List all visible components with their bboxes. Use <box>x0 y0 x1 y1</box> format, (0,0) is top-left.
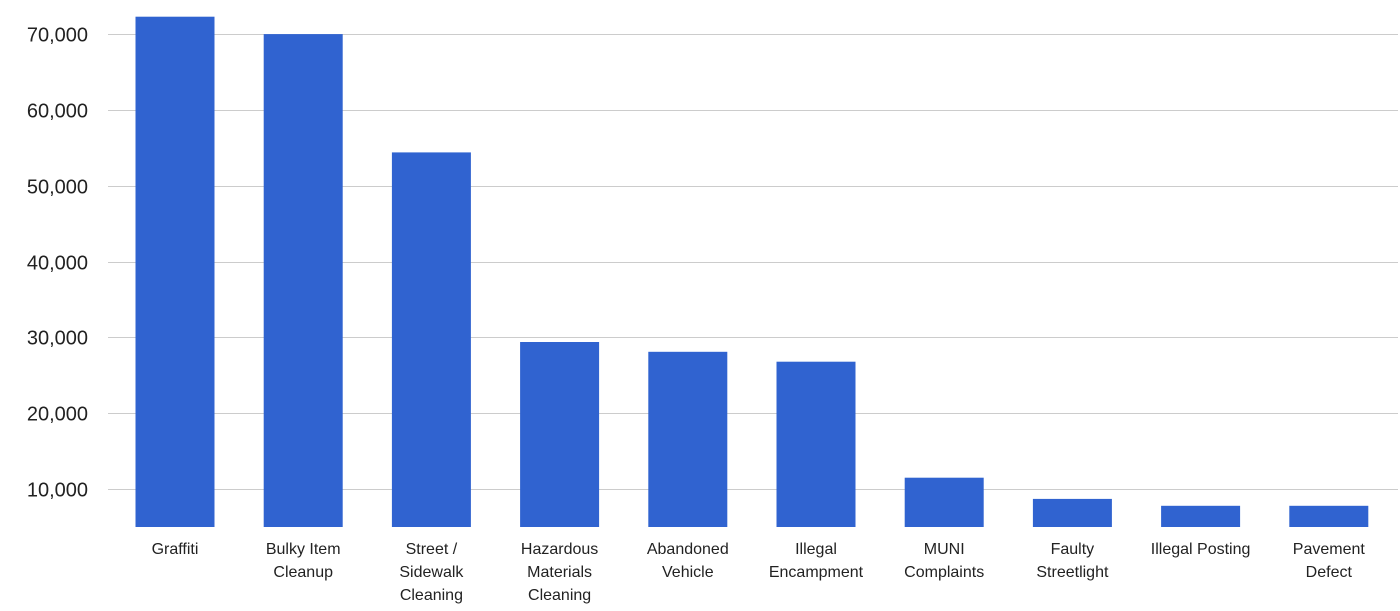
bar <box>1032 498 1112 527</box>
bar <box>391 152 471 527</box>
y-tick-label: 30,000 <box>27 328 88 350</box>
x-tick-label: Abandoned Vehicle <box>647 541 729 581</box>
x-tick-label: MUNI Complaints <box>904 541 984 581</box>
x-tick-label: Illegal Posting <box>1151 541 1251 558</box>
x-tick-label: Faulty Streetlight <box>1036 541 1109 581</box>
y-tick-label: 60,000 <box>27 101 88 123</box>
x-tick-label: Pavement Defect <box>1293 541 1366 581</box>
y-tick-label: 20,000 <box>27 404 88 426</box>
bar <box>263 34 343 527</box>
x-tick-label: Street / Sidewalk Cleaning <box>399 541 464 604</box>
x-tick-label: Graffiti <box>152 541 199 558</box>
y-tick-label: 40,000 <box>27 253 88 275</box>
bar <box>520 342 600 527</box>
bar <box>904 477 984 527</box>
x-tick-label: Illegal Encampment <box>769 541 864 581</box>
bar <box>1289 505 1369 527</box>
x-axis-labels: Graffiti Bulky Item Cleanup Street / Sidewal… <box>152 541 1366 604</box>
bar <box>1161 505 1241 527</box>
x-tick-label: Bulky Item Cleanup <box>266 541 341 581</box>
y-tick-label: 10,000 <box>27 480 88 502</box>
bar <box>648 351 728 527</box>
bar <box>776 361 856 527</box>
y-tick-label: 50,000 <box>27 177 88 199</box>
bar <box>135 16 215 527</box>
y-tick-label: 70,000 <box>27 25 88 47</box>
x-tick-label: Hazardous Materials Cleaning <box>521 541 598 604</box>
y-axis-ticks: 10,000 20,000 30,000 40,000 50,000 60,000 70,0… <box>27 25 88 502</box>
bars <box>135 16 1369 527</box>
